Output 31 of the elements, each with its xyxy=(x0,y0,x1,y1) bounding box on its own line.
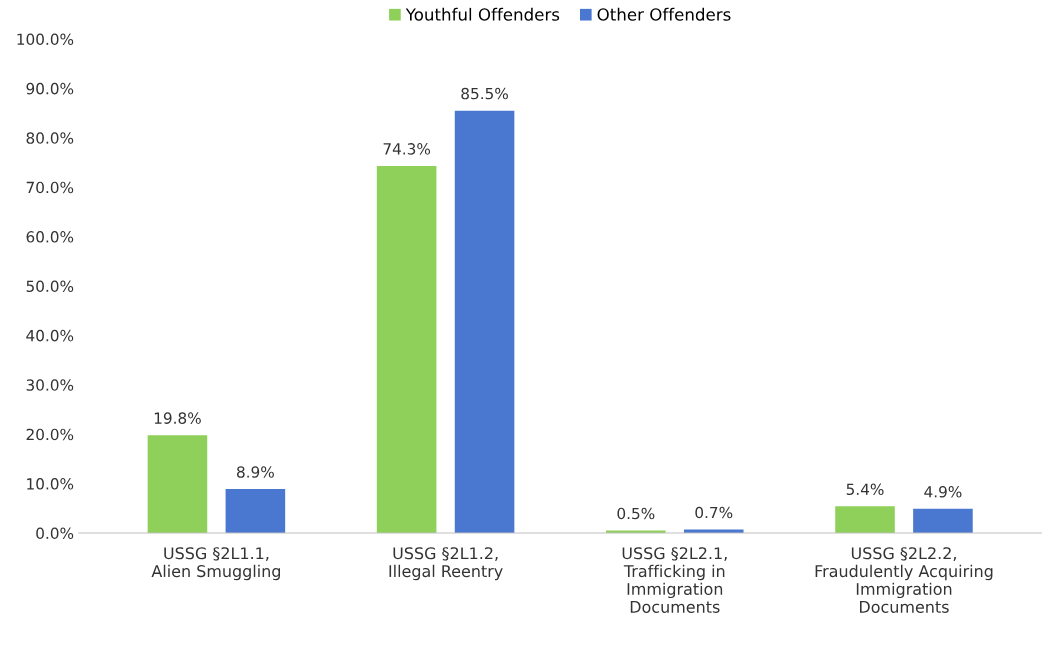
y-tick-label: 40.0% xyxy=(26,329,74,342)
bar xyxy=(835,506,895,533)
bar xyxy=(376,165,437,533)
y-tick-label: 60.0% xyxy=(26,231,74,243)
text: 0.7% xyxy=(695,506,733,519)
y-tick-label: 10.0% xyxy=(27,478,74,490)
x-tick-label: USSG §2L1.2, Illegal Reentry xyxy=(389,547,503,581)
y-tick-label: 20.0% xyxy=(26,428,74,441)
text: 85.5% xyxy=(461,87,508,100)
x-tick-label: USSG §2L2.2, Fraudulently Acquiring Immigration Documents xyxy=(815,547,993,613)
x-tick-label: USSG §2L1.1, Alien Smuggling xyxy=(151,547,280,581)
text: 19.8% xyxy=(154,412,201,424)
text: 4.9% xyxy=(924,485,962,498)
bar xyxy=(913,508,973,533)
y-tick-label: 0.0% xyxy=(36,527,74,540)
y-tick-label: 90.0% xyxy=(26,82,74,95)
legend-label: Other Offenders xyxy=(597,7,731,21)
bar xyxy=(454,110,515,533)
legend-label: Youthful Offenders xyxy=(405,7,560,21)
text: 8.9% xyxy=(237,466,274,478)
bar xyxy=(147,435,208,533)
y-tick-label: 50.0% xyxy=(26,280,74,293)
y-tick-label: 80.0% xyxy=(26,132,74,144)
text: 74.3% xyxy=(383,143,431,155)
text: 5.4% xyxy=(846,483,884,496)
y-tick-label: 30.0% xyxy=(26,379,74,391)
y-tick-label: 100.0% xyxy=(17,33,74,46)
y-tick-label: 70.0% xyxy=(26,181,74,194)
x-tick-label: USSG §2L2.1, Trafficking in Immigration Documents xyxy=(622,547,727,613)
text: 0.5% xyxy=(617,507,655,520)
bar xyxy=(225,489,286,533)
